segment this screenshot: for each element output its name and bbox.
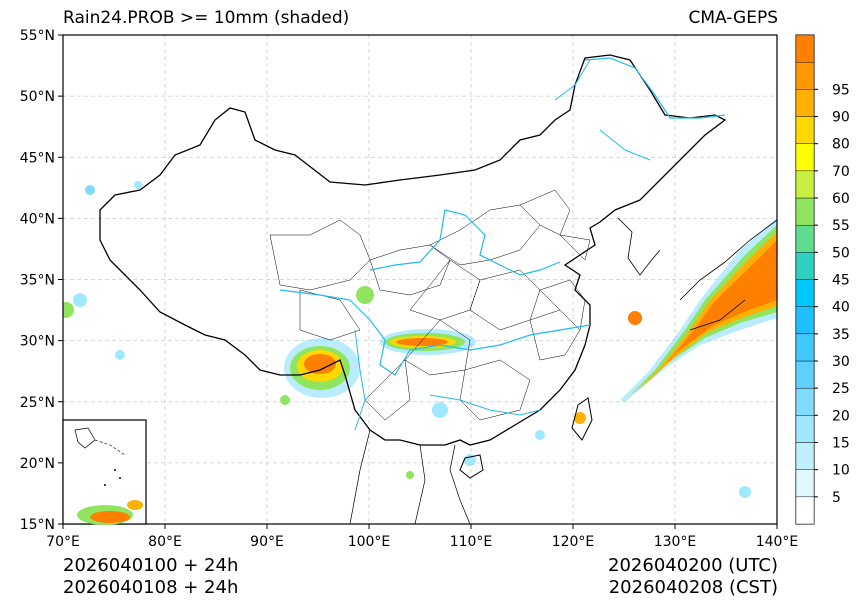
lat-tick-label: 30°N <box>20 334 55 350</box>
yangtze-river <box>279 289 591 376</box>
colorbar-segment <box>795 61 815 90</box>
map-title: Rain24.PROB >= 10mm (shaded) <box>63 8 350 28</box>
valid-time-utc: 2026040200 (UTC) <box>608 555 778 576</box>
lon-tick-label: 130°E <box>654 534 697 550</box>
lat-tick-label: 50°N <box>20 89 55 105</box>
precip-scattered-cells <box>63 181 751 498</box>
colorbar-segment <box>795 89 815 117</box>
lon-tick-label: 140°E <box>756 534 799 550</box>
lat-tick-label: 40°N <box>20 211 55 227</box>
lat-tick-label: 45°N <box>20 150 55 166</box>
colorbar-segment <box>795 170 815 199</box>
valid-time-cst: 2026040208 (CST) <box>608 577 778 598</box>
korea-japan-coast <box>617 217 777 331</box>
lon-tick-label: 80°E <box>148 534 182 550</box>
lat-tick-label: 35°N <box>20 273 55 289</box>
colorbar-segment <box>795 306 815 335</box>
lon-tick-label: 100°E <box>348 534 391 550</box>
national-boundary <box>99 54 727 446</box>
colorbar-segment <box>795 360 815 389</box>
colorbar-label: 55 <box>832 218 850 234</box>
map-content <box>63 54 777 524</box>
lancang-river <box>354 329 366 431</box>
precip-area-yunnan-tibet <box>284 338 360 398</box>
pearl-river <box>429 394 541 416</box>
taiwan-outline <box>571 397 593 441</box>
colorbar: 5 10 15 20 25 30 35 40 45 50 55 60 70 80 90 95 <box>795 34 850 525</box>
colorbar-segment <box>795 143 815 172</box>
colorbar-segment <box>795 496 815 525</box>
colorbar-label: 30 <box>832 354 850 370</box>
lat-tick-label: 25°N <box>20 395 55 411</box>
colorbar-label: 10 <box>832 463 850 479</box>
colorbar-label: 90 <box>832 110 850 126</box>
colorbar-label: 80 <box>832 137 850 153</box>
colorbar-label: 95 <box>832 82 850 98</box>
yellow-river <box>369 209 561 276</box>
south-china-sea-inset <box>62 419 147 525</box>
lon-tick-label: 120°E <box>552 534 595 550</box>
colorbar-segment <box>795 252 815 280</box>
init-time-utc: 2026040100 + 24h <box>63 555 239 576</box>
lat-tick-label: 55°N <box>20 28 55 44</box>
lon-tick-label: 70°E <box>46 534 80 550</box>
amur-river <box>584 57 726 119</box>
colorbar-segment <box>795 34 815 63</box>
colorbar-segment <box>795 116 815 144</box>
lat-tick-label: 20°N <box>20 456 55 472</box>
lon-tick-label: 90°E <box>250 534 284 550</box>
model-name: CMA-GEPS <box>688 8 778 28</box>
colorbar-segment <box>795 415 815 443</box>
colorbar-segment <box>795 279 815 307</box>
lat-tick-label: 15°N <box>20 517 55 533</box>
colorbar-segment <box>795 442 815 470</box>
colorbar-label: 25 <box>832 381 850 397</box>
lon-tick-label: 110°E <box>450 534 493 550</box>
axis-ticks: 70°E 80°E 90°E 100°E 110°E 120°E 130°E 140°E 15°… <box>20 28 799 550</box>
init-time-cst: 2026040108 + 24h <box>63 577 239 598</box>
colorbar-segment <box>795 333 815 362</box>
colorbar-segment <box>795 469 815 498</box>
colorbar-label: 60 <box>832 191 850 207</box>
colorbar-segment <box>795 197 815 226</box>
precip-area-southeast-japan <box>620 218 777 402</box>
colorbar-label: 50 <box>832 245 850 261</box>
southeast-asia-coast <box>349 429 471 524</box>
colorbar-label: 40 <box>832 300 850 316</box>
hainan-outline <box>459 454 484 479</box>
provincial-boundaries <box>269 189 591 421</box>
gridlines <box>63 35 777 524</box>
colorbar-segment <box>795 387 815 416</box>
colorbar-label: 20 <box>832 408 850 424</box>
colorbar-segment <box>795 224 815 253</box>
colorbar-label: 45 <box>832 273 850 289</box>
colorbar-label: 15 <box>832 436 850 452</box>
precip-area-sichuan <box>380 329 476 355</box>
songhua-river <box>554 59 651 161</box>
colorbar-label: 35 <box>832 327 850 343</box>
colorbar-label: 70 <box>832 164 850 180</box>
colorbar-label: 5 <box>832 490 841 506</box>
